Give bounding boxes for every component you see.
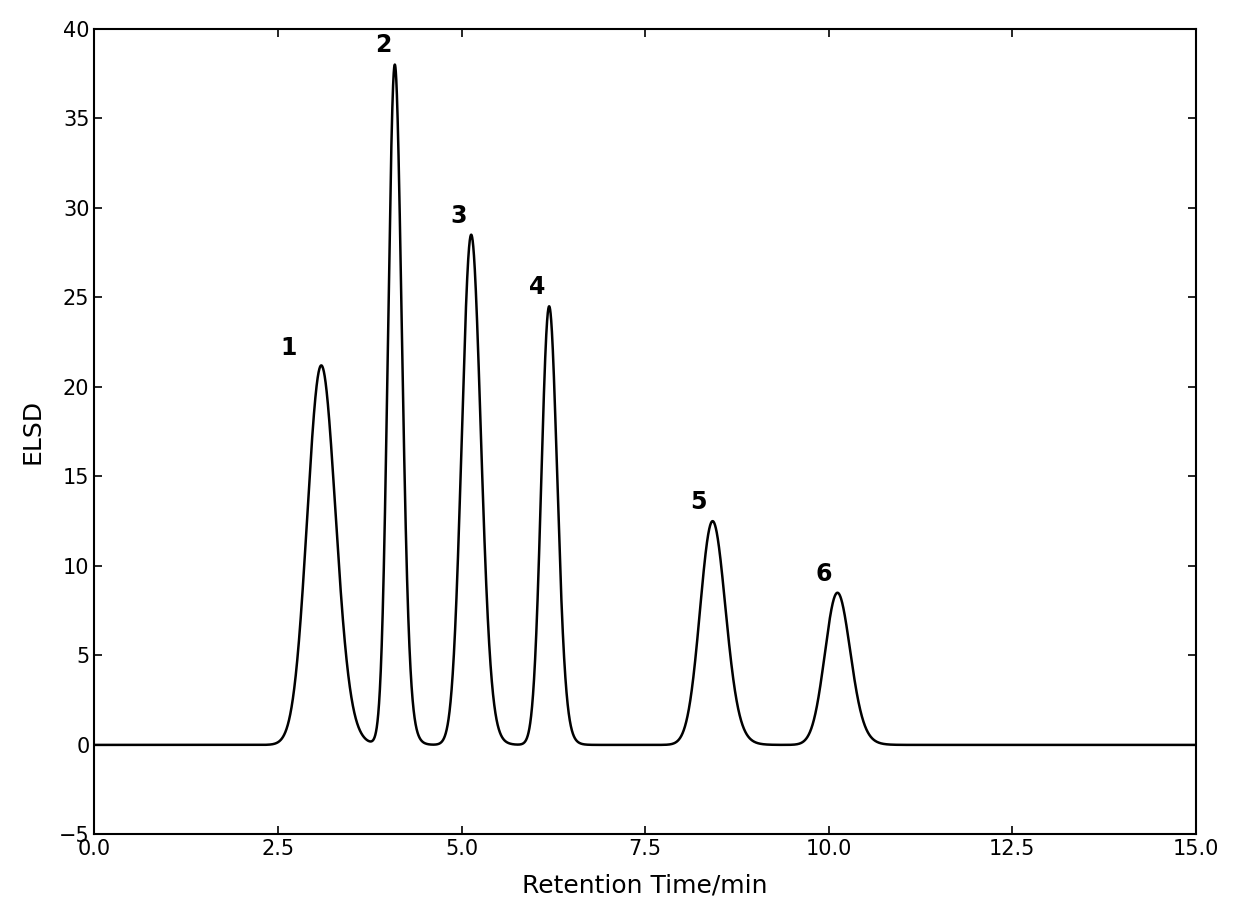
Y-axis label: ELSD: ELSD xyxy=(21,399,45,465)
Text: 4: 4 xyxy=(529,275,546,299)
Text: 2: 2 xyxy=(374,33,391,58)
Text: 3: 3 xyxy=(450,204,467,228)
Text: 1: 1 xyxy=(280,336,296,360)
Text: 6: 6 xyxy=(816,562,832,586)
X-axis label: Retention Time/min: Retention Time/min xyxy=(522,873,768,897)
Text: 5: 5 xyxy=(691,490,707,514)
